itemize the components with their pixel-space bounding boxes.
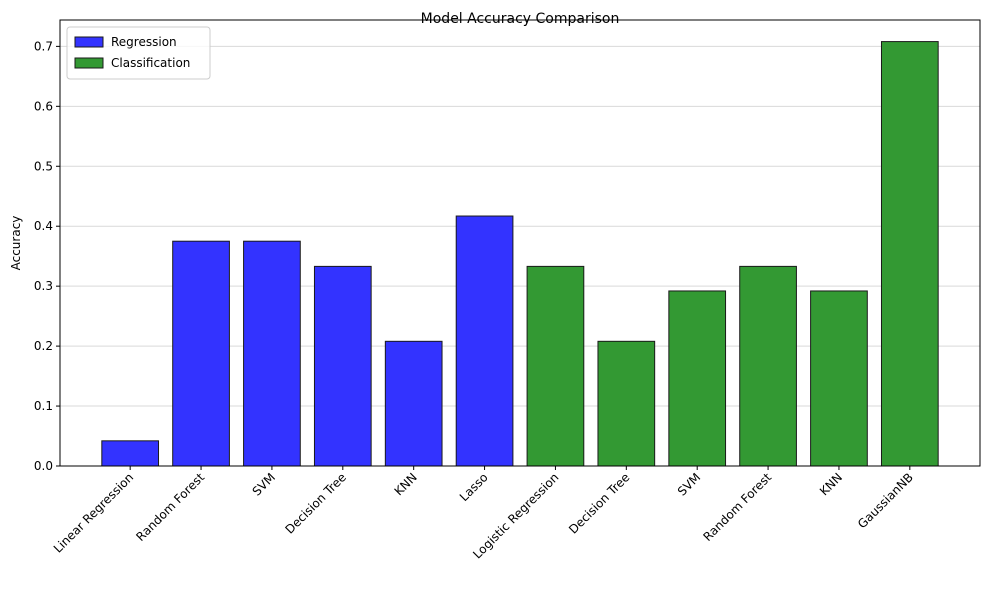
legend-swatch — [74, 36, 104, 48]
x-tick-label: Linear Regression — [51, 470, 136, 555]
y-tick-label: 0.6 — [34, 99, 53, 113]
bar — [526, 265, 585, 467]
x-tick-label: KNN — [392, 470, 420, 498]
legend: Regression Classification — [66, 26, 211, 80]
x-tick-label: Decision Tree — [566, 470, 632, 536]
bar — [810, 290, 868, 467]
y-tick-label: 0.2 — [34, 339, 53, 353]
x-tick-label: KNN — [817, 470, 845, 498]
x-tick-label: GaussianNB — [855, 470, 916, 531]
bar — [880, 41, 939, 467]
bar — [101, 440, 160, 467]
bar — [668, 290, 727, 467]
bar — [739, 265, 797, 467]
legend-swatch — [74, 57, 104, 69]
y-tick-label: 0.0 — [34, 459, 53, 473]
y-tick-label: 0.4 — [34, 219, 53, 233]
bar — [597, 340, 656, 467]
y-tick-label: 0.3 — [34, 279, 53, 293]
y-tick-label: 0.1 — [34, 399, 53, 413]
bar — [313, 265, 372, 467]
bar — [455, 215, 514, 467]
y-tick-label: 0.7 — [34, 39, 53, 53]
x-tick-label: SVM — [675, 470, 703, 498]
x-tick-label: Lasso — [457, 470, 491, 504]
x-tick-label: SVM — [250, 470, 278, 498]
legend-label: Regression — [111, 35, 177, 49]
x-tick-label: Random Forest — [133, 470, 207, 544]
legend-label: Classification — [111, 56, 190, 70]
bar — [172, 240, 230, 467]
chart-title: Model Accuracy Comparison — [421, 11, 620, 27]
x-tick-label: Decision Tree — [283, 470, 349, 536]
bar — [384, 340, 443, 467]
x-tick-label: Random Forest — [700, 470, 774, 544]
y-tick-label: 0.5 — [34, 159, 53, 173]
bar — [243, 240, 301, 467]
plot-frame — [59, 19, 981, 467]
y-axis-label: Accuracy — [9, 216, 23, 271]
